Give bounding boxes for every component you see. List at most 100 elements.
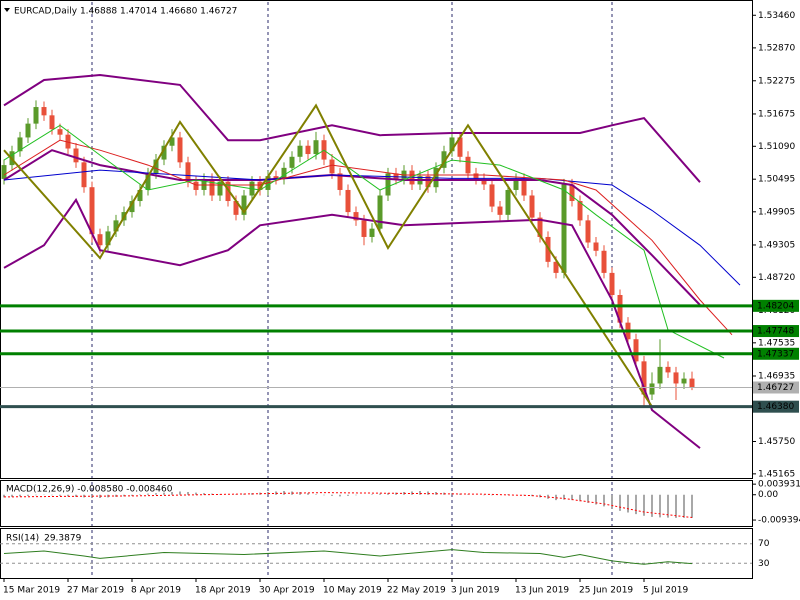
candle-body — [465, 156, 471, 174]
price-level-box — [753, 325, 799, 338]
candle-body — [377, 195, 383, 229]
candle-body — [209, 178, 215, 196]
candle-body — [569, 184, 575, 202]
x-tick-label: 30 Apr 2019 — [259, 586, 315, 596]
y-tick-label: 1.46935 — [758, 372, 795, 382]
candle-body — [297, 145, 303, 157]
candle-body — [505, 189, 511, 215]
indicator-line — [3, 73, 701, 183]
candle-body — [313, 140, 319, 155]
candle-body — [65, 134, 71, 149]
candle-body — [1, 165, 7, 179]
candle-body — [617, 295, 623, 323]
candle-body — [529, 195, 535, 218]
candle-body — [169, 137, 175, 146]
candle-body — [393, 173, 399, 179]
candle-body — [553, 261, 559, 273]
y-tick-label: 1.51090 — [758, 142, 795, 152]
y-tick-label: -0.009394 — [758, 516, 800, 526]
y-tick-label: 1.45750 — [758, 437, 795, 447]
rsi-title: RSI(14) — [6, 534, 39, 544]
candle-body — [281, 167, 287, 179]
x-tick-label: 13 Jun 2019 — [515, 586, 569, 596]
candle-body — [561, 184, 567, 273]
y-tick-label: 1.48720 — [758, 273, 795, 283]
x-tick-label: 15 Mar 2019 — [3, 586, 60, 596]
x-tick-label: 18 Apr 2019 — [195, 586, 251, 596]
candle-body — [593, 242, 599, 251]
candle-body — [25, 123, 31, 138]
candle-body — [649, 383, 655, 395]
price-level-label: 1.48204 — [757, 301, 794, 311]
candle-body — [577, 201, 583, 221]
candle-body — [137, 189, 143, 202]
candle-body — [337, 173, 343, 190]
candle-body — [89, 187, 95, 235]
rsi-value: 29.3879 — [44, 534, 81, 544]
candle-body — [33, 107, 39, 124]
candle-body — [193, 181, 199, 190]
x-tick-label: 27 Mar 2019 — [67, 586, 124, 596]
y-tick-label: 1.52870 — [758, 43, 795, 53]
candle-body — [41, 107, 47, 116]
candle-body — [329, 159, 335, 174]
indicator-line — [3, 169, 741, 286]
price-level-label: 1.46727 — [757, 383, 794, 393]
symbol-menu-arrow[interactable] — [4, 8, 10, 12]
candle-body — [201, 178, 207, 190]
candle-body — [601, 250, 607, 273]
y-tick-label: 1.47535 — [758, 338, 795, 348]
candle-body — [81, 162, 87, 188]
indicator-line — [3, 197, 701, 449]
candle-body — [521, 178, 527, 196]
candle-body — [537, 217, 543, 237]
price-level-label: 1.46380 — [757, 402, 794, 412]
rsi-frame — [0, 528, 753, 579]
x-tick-label: 3 Jun 2019 — [451, 586, 500, 596]
candle-body — [513, 178, 519, 190]
price-level-box — [753, 381, 799, 394]
candle-body — [369, 228, 375, 237]
candle-body — [305, 145, 311, 155]
y-tick-label: 1.49305 — [758, 240, 795, 250]
candle-body — [441, 151, 447, 168]
candle-body — [633, 339, 639, 362]
y-tick-label: 1.51675 — [758, 109, 795, 119]
candle-body — [153, 159, 159, 174]
price-level-label: 1.47337 — [757, 349, 794, 359]
candle-body — [233, 201, 239, 215]
y-tick-label: 1.50495 — [758, 175, 795, 185]
candle-body — [425, 176, 431, 188]
candle-body — [177, 137, 183, 163]
price-level-label: 1.47748 — [757, 327, 794, 337]
indicator-line — [3, 103, 653, 408]
y-tick-label: 30 — [758, 559, 770, 569]
candle-body — [49, 115, 55, 130]
candle-body — [145, 173, 151, 190]
candle-body — [681, 378, 687, 384]
main-frame — [0, 0, 753, 479]
macd-frame — [0, 480, 753, 527]
candle-body — [225, 181, 231, 202]
candle-body — [241, 195, 247, 215]
candle-body — [673, 372, 679, 384]
candle-body — [73, 148, 79, 163]
candle-body — [161, 145, 167, 160]
candle-body — [185, 162, 191, 182]
candle-body — [113, 220, 119, 232]
candle-body — [457, 137, 463, 157]
candle-body — [289, 156, 295, 168]
candle-body — [17, 137, 23, 152]
indicator-line — [3, 124, 725, 359]
candle-body — [217, 181, 223, 196]
candle-body — [449, 137, 455, 152]
y-tick-label: 0.003931 — [758, 480, 800, 490]
candle-body — [97, 234, 103, 246]
x-tick-label: 8 Apr 2019 — [131, 586, 181, 596]
candle-body — [105, 231, 111, 246]
candle-body — [609, 272, 615, 296]
candle-body — [129, 201, 135, 213]
panel-frames — [0, 0, 753, 579]
